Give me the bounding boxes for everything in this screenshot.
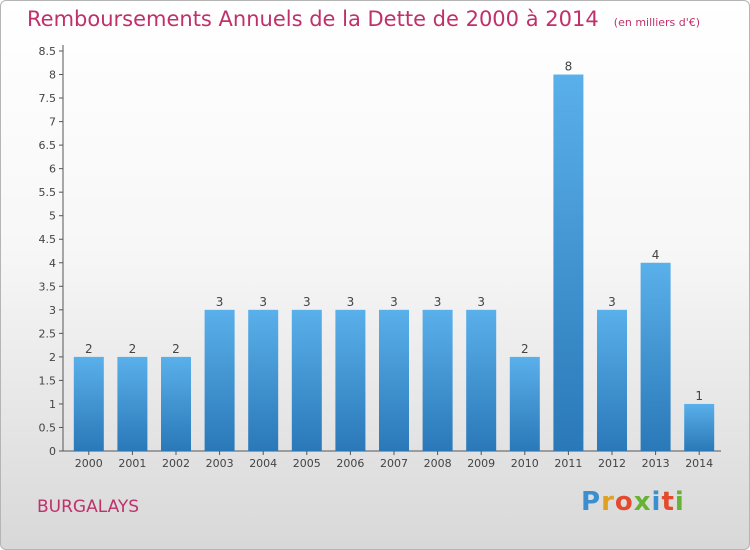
proxiti-logo: Proxiti	[581, 487, 685, 517]
x-tick-label: 2002	[162, 457, 190, 470]
y-tick-label: 0.5	[39, 421, 57, 434]
data-label: 3	[216, 295, 224, 309]
bar-2000	[73, 356, 104, 451]
logo-letter: o	[614, 487, 634, 517]
bar-2002	[161, 356, 191, 451]
x-tick-label: 2003	[206, 457, 234, 470]
chart-unit: (en milliers d'€)	[613, 16, 701, 29]
bar-2004	[248, 309, 279, 451]
y-tick-label: 7.5	[39, 92, 57, 105]
chart-title: Remboursements Annuels de la Dette de 20…	[27, 7, 700, 31]
data-label: 8	[565, 60, 573, 74]
x-tick-label: 2012	[598, 457, 626, 470]
y-tick-label: 0	[49, 445, 56, 458]
data-label: 4	[652, 248, 660, 262]
x-tick-label: 2008	[424, 457, 452, 470]
x-tick-label: 2001	[118, 457, 146, 470]
data-label: 3	[434, 295, 442, 309]
logo-letter: P	[581, 487, 602, 517]
data-label: 2	[129, 342, 137, 356]
y-tick-label: 4	[49, 257, 56, 270]
data-label: 2	[521, 342, 529, 356]
x-tick-label: 2009	[467, 457, 495, 470]
data-label: 3	[347, 295, 355, 309]
logo-letter: r	[601, 487, 615, 517]
bar-2006	[335, 309, 366, 451]
y-tick-label: 6	[49, 163, 56, 176]
logo-letter: i	[651, 487, 662, 517]
x-tick-label: 2010	[511, 457, 539, 470]
data-label: 3	[477, 295, 485, 309]
logo-letter: t	[661, 487, 675, 517]
x-tick-label: 2005	[293, 457, 321, 470]
bar-2011	[553, 74, 584, 451]
data-label: 2	[172, 342, 180, 356]
logo-letter: x	[633, 487, 652, 517]
y-tick-label: 7	[49, 116, 56, 129]
x-tick-label: 2004	[249, 457, 277, 470]
y-tick-label: 5	[49, 210, 56, 223]
data-label: 3	[303, 295, 311, 309]
y-tick-label: 5.5	[39, 186, 57, 199]
data-label: 3	[608, 295, 616, 309]
y-tick-label: 3	[49, 304, 56, 317]
bar-2013	[640, 262, 671, 451]
data-label: 3	[259, 295, 267, 309]
y-tick-label: 2.5	[39, 327, 57, 340]
data-labels: 2 2 2 3 3 3 3 3 3 3 2 8 3 4 1	[85, 60, 703, 403]
axes: 0 0.5 1 1.5 2 2.5 3 3.5 4 4.5 5 5.5 6 6.5 7 7.5 8 8.5 2000…	[39, 45, 721, 470]
bar-2009	[466, 309, 497, 451]
y-tick-label: 1.5	[39, 374, 57, 387]
bar-2003	[204, 309, 235, 451]
y-tick-label: 6.5	[39, 139, 57, 152]
y-tick-label: 4.5	[39, 233, 57, 246]
data-label: 3	[390, 295, 398, 309]
x-tick-label: 2013	[642, 457, 670, 470]
x-tick-label: 2011	[554, 457, 582, 470]
data-label: 1	[695, 389, 703, 403]
chart-title-text: Remboursements Annuels de la Dette de 20…	[27, 7, 599, 31]
x-tick-label: 2007	[380, 457, 408, 470]
commune-name: BURGALAYS	[37, 497, 140, 517]
x-tick-label: 2006	[336, 457, 364, 470]
bar-2012	[597, 309, 627, 451]
bar-2014	[684, 403, 715, 451]
bar-2010	[509, 356, 540, 451]
x-tick-label: 2014	[685, 457, 713, 470]
x-tick-label: 2000	[75, 457, 103, 470]
data-label: 2	[85, 342, 93, 356]
y-tick-label: 1	[49, 398, 56, 411]
y-tick-label: 8.5	[39, 45, 57, 58]
y-tick-label: 8	[49, 69, 56, 82]
bar-2008	[422, 309, 453, 451]
bar-2001	[117, 356, 148, 451]
bars	[73, 74, 715, 451]
logo-letter: i	[674, 487, 685, 517]
bar-2007	[379, 309, 409, 451]
y-tick-label: 3.5	[39, 280, 57, 293]
y-tick-label: 2	[49, 351, 56, 364]
bar-2005	[291, 309, 322, 451]
